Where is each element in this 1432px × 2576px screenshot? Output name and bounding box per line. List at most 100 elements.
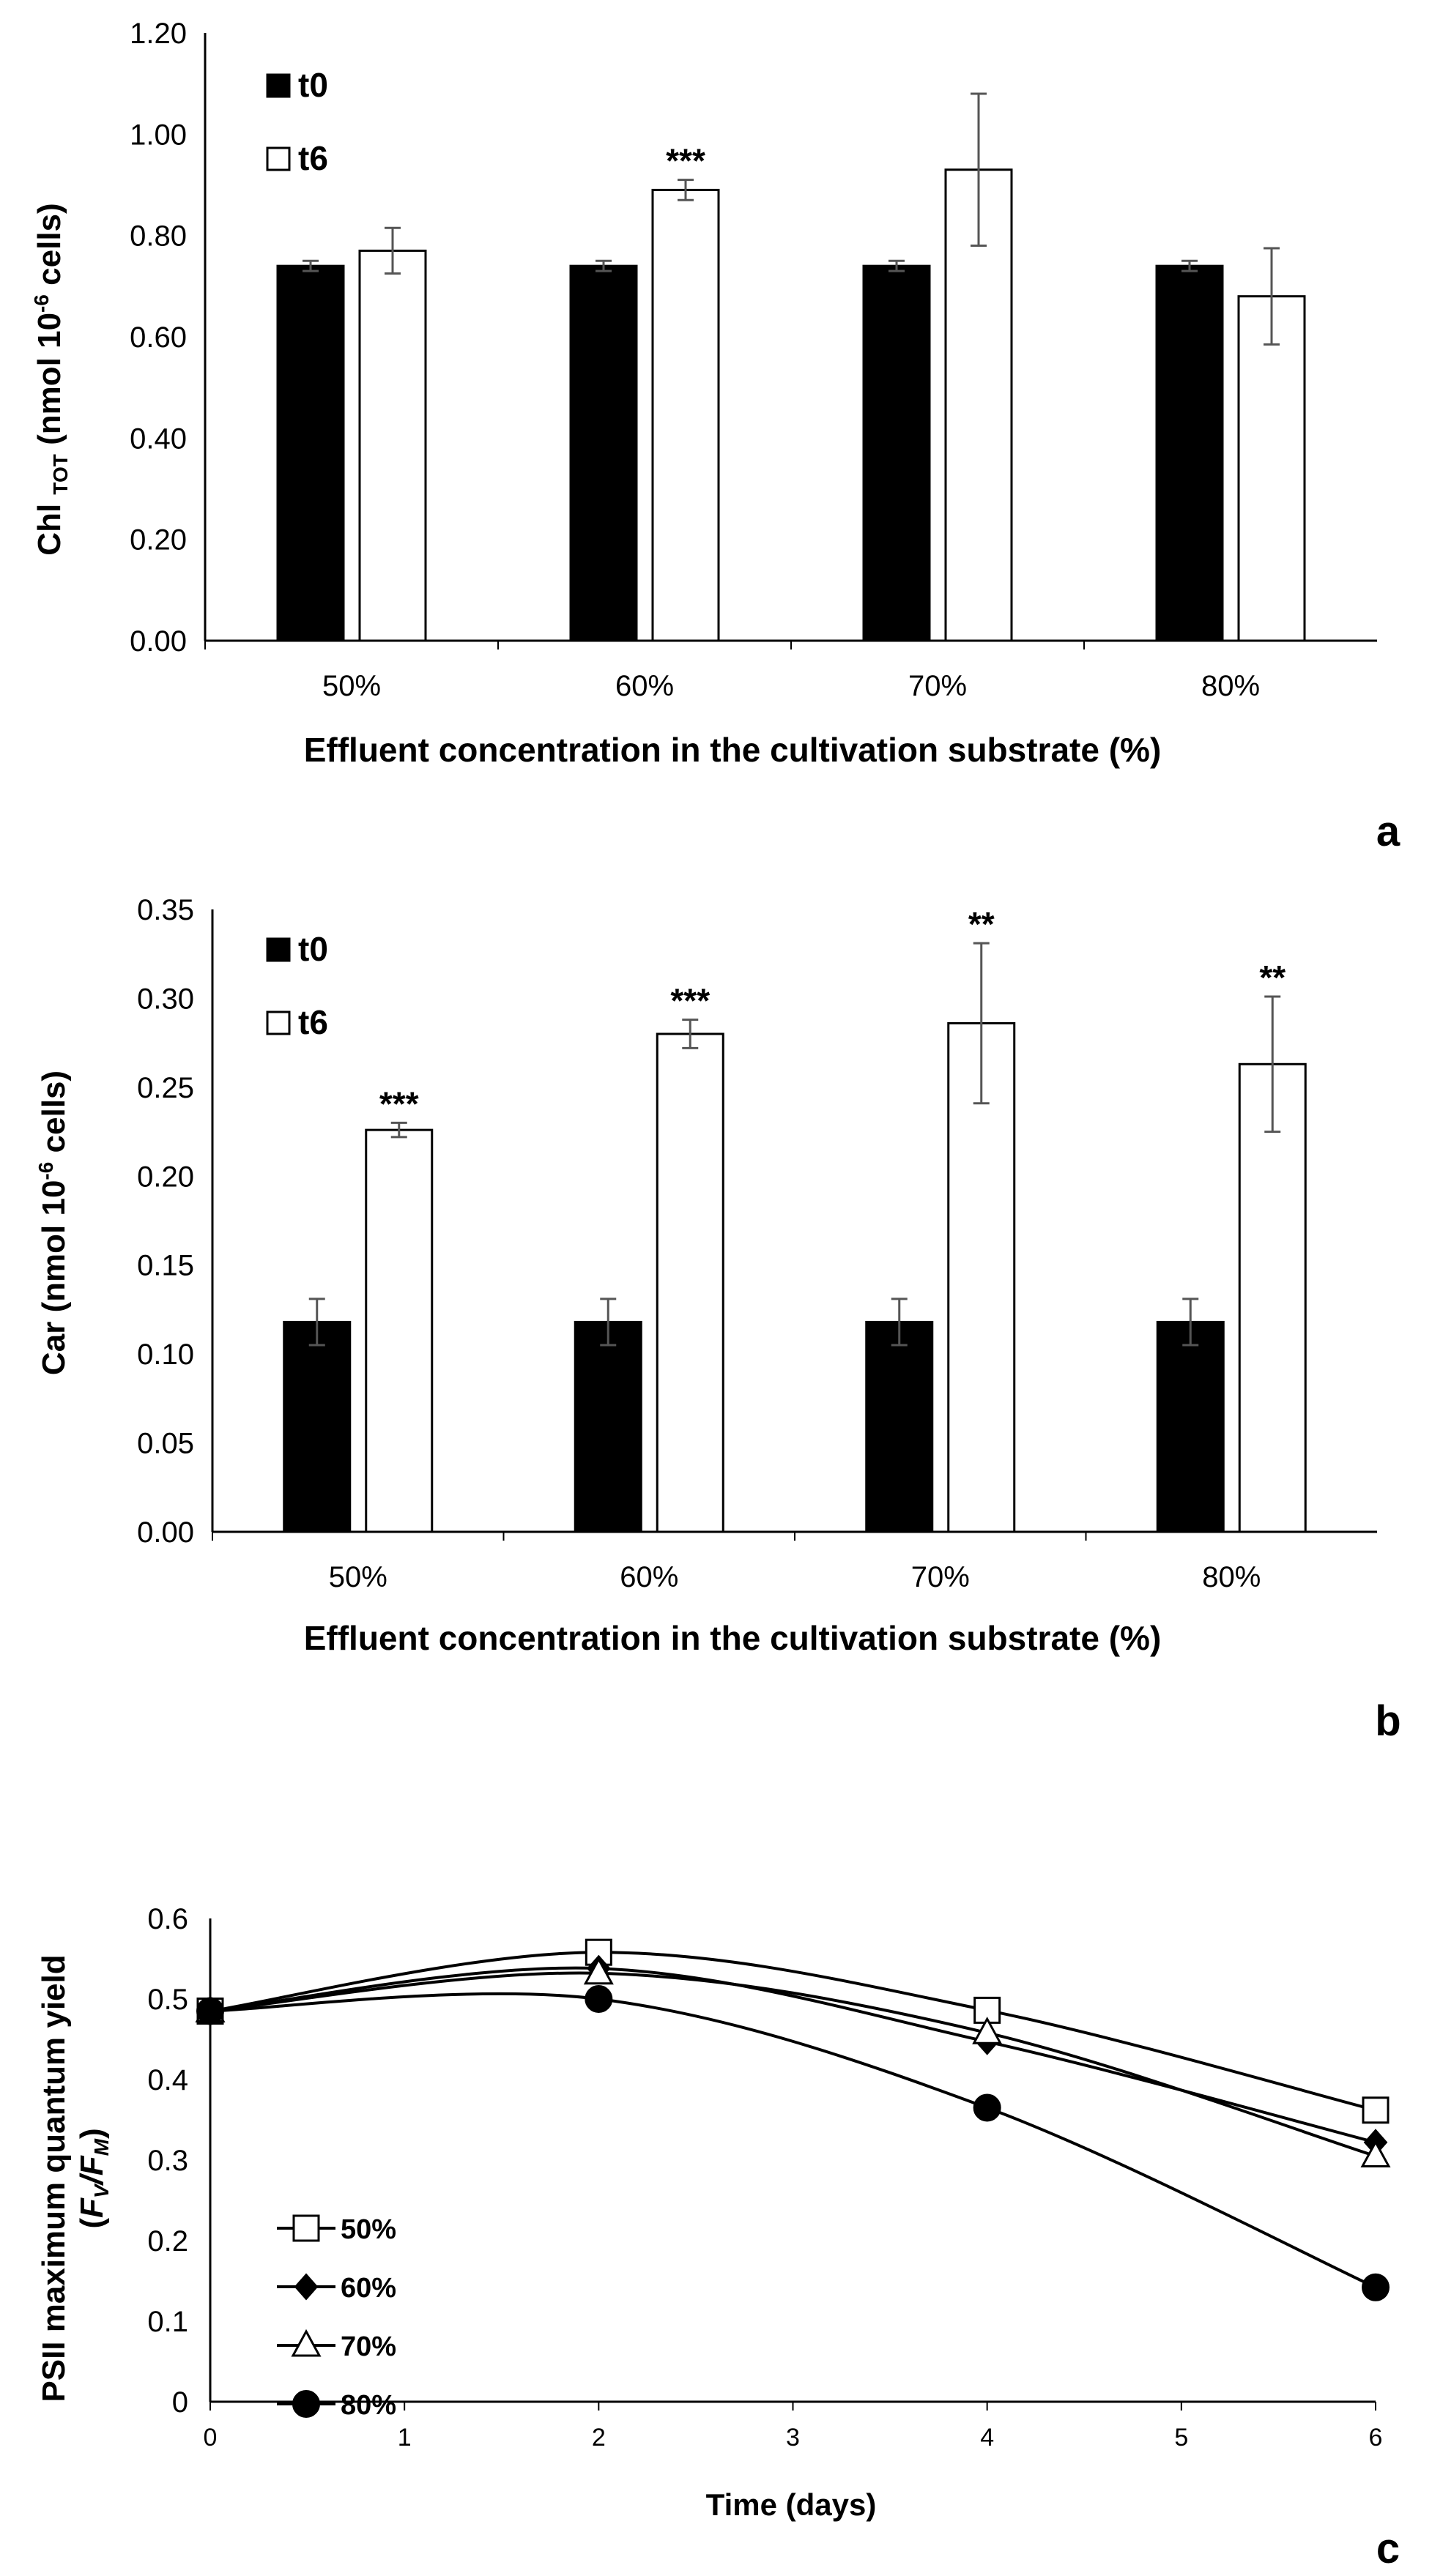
x-tick-labels: 0 1 2 3 4 5 6 bbox=[204, 2424, 1383, 2452]
bar-t6 bbox=[1238, 1062, 1307, 1533]
x-tick-label: 1 bbox=[398, 2424, 412, 2452]
bar-t0 bbox=[283, 1320, 352, 1533]
data-point-70% bbox=[1360, 2140, 1391, 2167]
y-tick-label: 0.2 bbox=[147, 2225, 188, 2257]
legend-label: t0 bbox=[298, 66, 328, 104]
axes bbox=[211, 909, 1377, 1541]
series-line-80% bbox=[209, 1992, 1376, 2289]
y-axis-label-line2: (FV/FM) bbox=[74, 2128, 113, 2228]
x-tick-label: 6 bbox=[1369, 2424, 1383, 2452]
x-axis-label: Effluent concentration in the cultivatio… bbox=[304, 1619, 1162, 1657]
data-point-80% bbox=[973, 2093, 1001, 2122]
x-tick-label: 50% bbox=[329, 1561, 387, 1593]
series-line-50% bbox=[209, 1951, 1376, 2112]
y-tick-label: 0.15 bbox=[137, 1250, 194, 1282]
legend: t0 t6 bbox=[266, 66, 328, 177]
y-axis-label-subscript: TOT bbox=[49, 454, 72, 494]
y-axis-label: Chl TOT (nmol 10-6 cells) bbox=[30, 203, 72, 555]
data-point-50% bbox=[1362, 2096, 1390, 2124]
y-tick-labels: 0.00 0.20 0.40 0.60 0.80 1.00 1.20 bbox=[130, 18, 187, 658]
y-tick-label: 0.60 bbox=[130, 321, 187, 354]
significance-annotations: ********** bbox=[379, 905, 1286, 1123]
legend-label: t6 bbox=[298, 1003, 328, 1041]
bar-t6 bbox=[358, 249, 427, 642]
bar-t0 bbox=[1156, 1320, 1225, 1533]
bar-t6 bbox=[947, 1021, 1016, 1533]
x-axis-label: Effluent concentration in the cultivatio… bbox=[304, 731, 1162, 769]
data-point-80% bbox=[196, 1997, 224, 2025]
y-tick-label: 0.20 bbox=[130, 524, 187, 556]
y-tick-label: 0 bbox=[172, 2386, 188, 2419]
x-tick-label: 5 bbox=[1174, 2424, 1188, 2452]
data-point-80% bbox=[585, 1985, 613, 2013]
series-line-60% bbox=[209, 1966, 1376, 2144]
series-line-70% bbox=[209, 1971, 1376, 2158]
legend-marker-70% bbox=[291, 2329, 322, 2357]
x-tick-label: 60% bbox=[620, 1561, 678, 1593]
legend-marker-60% bbox=[294, 2273, 319, 2301]
y-tick-label: 0.40 bbox=[130, 422, 187, 455]
y-tick-label: 0.35 bbox=[137, 894, 194, 926]
legend-label: 60% bbox=[341, 2273, 396, 2304]
y-tick-label: 0.4 bbox=[147, 2064, 188, 2096]
y-tick-label: 0.10 bbox=[137, 1339, 194, 1371]
y-tick-label: 0.20 bbox=[137, 1161, 194, 1193]
bar-t6 bbox=[651, 188, 720, 642]
y-axis-label-line1: PSII maximum quantum yield bbox=[36, 1954, 72, 2402]
significance-label: ** bbox=[968, 905, 995, 943]
x-tick-labels: 50% 60% 70% 80% bbox=[329, 1561, 1261, 1593]
legend-swatch-t0 bbox=[266, 73, 291, 98]
legend-label: 80% bbox=[341, 2390, 396, 2421]
x-tick-label: 80% bbox=[1201, 670, 1260, 702]
significance-annotations: *** bbox=[666, 142, 705, 180]
chart-panel-a: 0.00 0.20 0.40 0.60 0.80 1.00 1.20 *** 50% 60% 7… bbox=[30, 18, 1401, 855]
panel-label-a: a bbox=[1376, 808, 1401, 855]
legend-marker-50% bbox=[292, 2214, 320, 2242]
error-bars bbox=[303, 92, 1280, 346]
legend-swatch-t0 bbox=[266, 937, 291, 962]
bar-t0 bbox=[1155, 264, 1224, 642]
legend-label: t0 bbox=[298, 930, 328, 968]
legend-marker-80% bbox=[292, 2390, 320, 2418]
y-tick-label: 1.00 bbox=[130, 119, 187, 151]
y-tick-label: 1.20 bbox=[130, 18, 187, 50]
significance-label: *** bbox=[666, 142, 705, 180]
y-axis-label: Car (nmol 10-6 cells) bbox=[34, 1071, 72, 1375]
legend-swatch-t6 bbox=[266, 1010, 291, 1035]
legend: t0 t6 bbox=[266, 930, 328, 1041]
y-tick-label: 0.00 bbox=[137, 1516, 194, 1549]
x-tick-label: 3 bbox=[786, 2424, 800, 2452]
x-tick-label: 70% bbox=[908, 670, 967, 702]
line-series bbox=[209, 1951, 1376, 2289]
y-tick-label: 0.1 bbox=[147, 2306, 188, 2338]
y-tick-labels: 0 0.1 0.2 0.3 0.4 0.5 0.6 bbox=[147, 1903, 188, 2419]
panel-label-b: b bbox=[1375, 1697, 1401, 1745]
y-tick-label: 0.30 bbox=[137, 983, 194, 1015]
y-tick-label: 0.3 bbox=[147, 2145, 188, 2177]
y-tick-label: 0.25 bbox=[137, 1072, 194, 1104]
x-tick-label: 60% bbox=[615, 670, 674, 702]
x-tick-label: 0 bbox=[204, 2424, 218, 2452]
x-tick-label: 70% bbox=[911, 1561, 970, 1593]
significance-label: ** bbox=[1259, 958, 1286, 997]
x-axis-label: Time (days) bbox=[706, 2487, 877, 2522]
chart-panel-b: 0.000.050.100.150.200.250.300.35 *******… bbox=[34, 894, 1401, 1745]
significance-label: *** bbox=[670, 982, 710, 1020]
x-tick-label: 50% bbox=[322, 670, 381, 702]
bar-series bbox=[283, 1021, 1307, 1533]
y-tick-label: 0.6 bbox=[147, 1903, 188, 1935]
error-bars bbox=[308, 942, 1281, 1347]
bar-t6 bbox=[1237, 295, 1306, 642]
panel-label-c: c bbox=[1376, 2525, 1400, 2572]
bar-t0 bbox=[276, 264, 345, 642]
bar-t6 bbox=[656, 1032, 724, 1533]
data-markers bbox=[195, 1938, 1391, 2301]
y-tick-label: 0.80 bbox=[130, 220, 187, 253]
y-tick-label: 0.05 bbox=[137, 1428, 194, 1460]
bar-t0 bbox=[862, 264, 931, 642]
legend-label: 50% bbox=[341, 2214, 396, 2245]
axes bbox=[204, 33, 1377, 649]
bar-t0 bbox=[574, 1320, 642, 1533]
legend-label: t6 bbox=[298, 139, 328, 177]
